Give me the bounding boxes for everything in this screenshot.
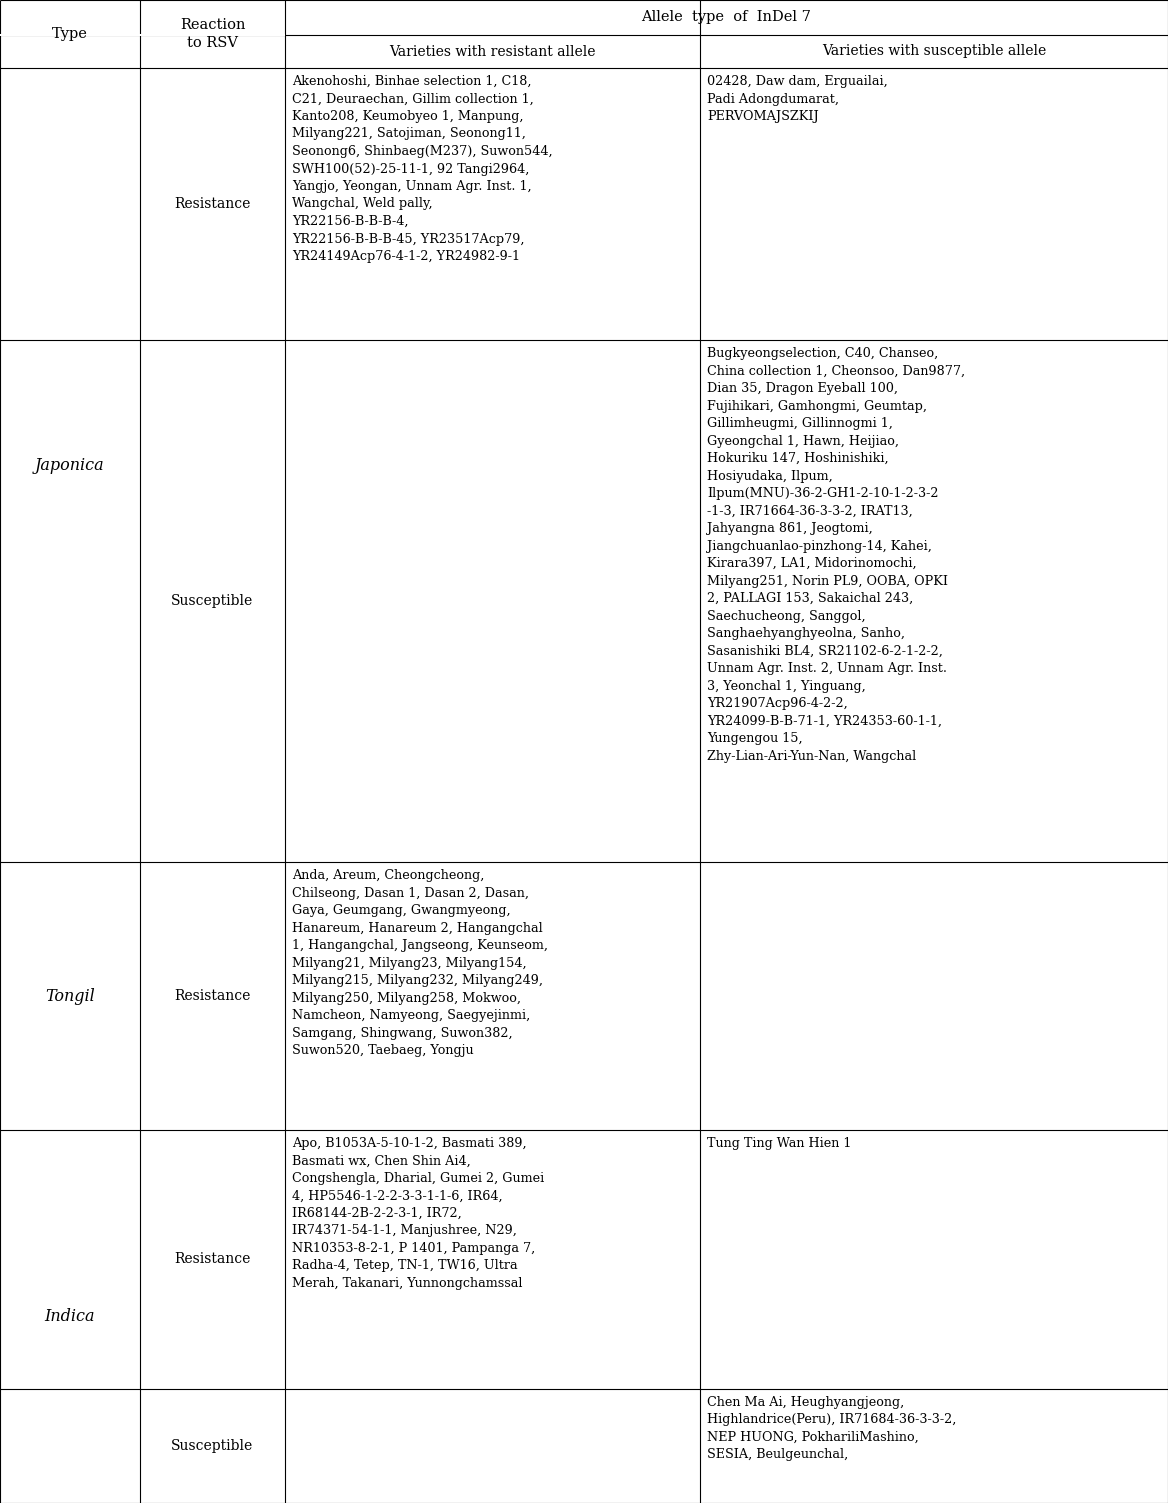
Text: Apo, B1053A-5-10-1-2, Basmati 389,
Basmati wx, Chen Shin Ai4,
Congshengla, Dhari: Apo, B1053A-5-10-1-2, Basmati 389, Basma…	[292, 1136, 544, 1290]
Text: Varieties with resistant allele: Varieties with resistant allele	[389, 45, 596, 59]
Text: Reaction
to RSV: Reaction to RSV	[180, 18, 245, 50]
Text: Resistance: Resistance	[174, 1252, 251, 1267]
Text: Type: Type	[53, 27, 88, 41]
Text: Allele  type  of  InDel 7: Allele type of InDel 7	[641, 11, 812, 24]
Text: 02428, Daw dam, Erguailai,
Padi Adongdumarat,
PERVOMAJSZKIJ: 02428, Daw dam, Erguailai, Padi Adongdum…	[707, 75, 888, 123]
Text: Varieties with susceptible allele: Varieties with susceptible allele	[822, 45, 1047, 59]
Text: Chen Ma Ai, Heughyangjeong,
Highlandrice(Peru), IR71684-36-3-3-2,
NEP HUONG, Pok: Chen Ma Ai, Heughyangjeong, Highlandrice…	[707, 1396, 957, 1461]
Text: Resistance: Resistance	[174, 989, 251, 1003]
Text: Susceptible: Susceptible	[172, 1438, 253, 1453]
Text: Akenohoshi, Binhae selection 1, C18,
C21, Deuraechan, Gillim collection 1,
Kanto: Akenohoshi, Binhae selection 1, C18, C21…	[292, 75, 552, 263]
Bar	[0, 35, 285, 36]
Text: Anda, Areum, Cheongcheong,
Chilseong, Dasan 1, Dasan 2, Dasan,
Gaya, Geumgang, G: Anda, Areum, Cheongcheong, Chilseong, Da…	[292, 869, 548, 1057]
Text: Susceptible: Susceptible	[172, 594, 253, 609]
Text: Japonica: Japonica	[35, 457, 105, 473]
Text: Resistance: Resistance	[174, 197, 251, 210]
Text: Bugkyeongselection, C40, Chanseo,
China collection 1, Cheonsoo, Dan9877,
Dian 35: Bugkyeongselection, C40, Chanseo, China …	[707, 347, 965, 762]
Text: Tung Ting Wan Hien 1: Tung Ting Wan Hien 1	[707, 1136, 851, 1150]
Text: Indica: Indica	[44, 1308, 96, 1326]
Text: Tongil: Tongil	[46, 987, 95, 1004]
